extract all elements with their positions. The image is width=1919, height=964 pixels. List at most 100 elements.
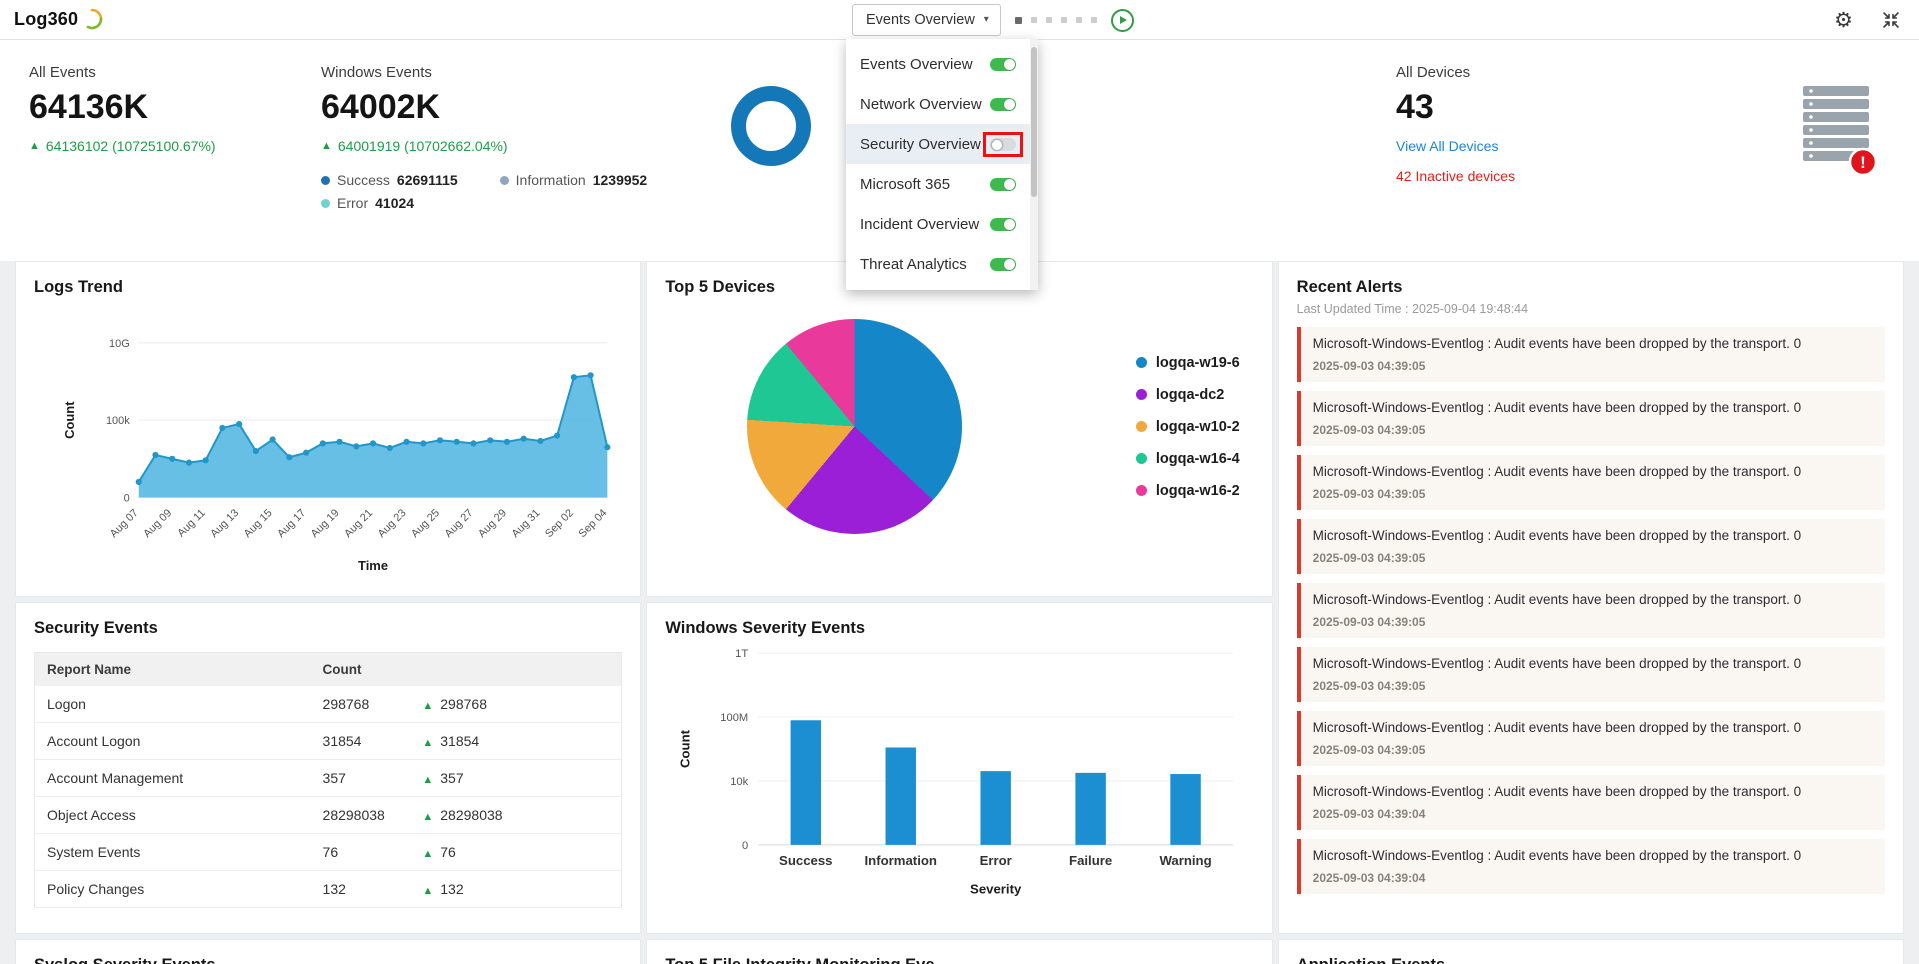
- alert-item[interactable]: Microsoft-Windows-Eventlog : Audit event…: [1296, 711, 1885, 766]
- last-updated-text: Last Updated Time : 2025-09-04 19:48:44: [1296, 302, 1529, 316]
- all-events-delta: ▲ 64136102 (10725100.67%): [29, 138, 216, 155]
- alert-message: Microsoft-Windows-Eventlog : Audit event…: [1312, 464, 1802, 479]
- alert-message: Microsoft-Windows-Eventlog : Audit event…: [1312, 720, 1802, 735]
- toggle-security-overview[interactable]: [990, 137, 1016, 151]
- pie-legend-item-logqa-w19-6: logqa-w19-6: [1135, 355, 1240, 371]
- alert-item[interactable]: Microsoft-Windows-Eventlog : Audit event…: [1296, 839, 1885, 894]
- top5-devices-card: Top 5 Devices logqa-w19-6 logqa-dc2 logqa-…: [646, 261, 1273, 597]
- legend-item-success: Success 62691115: [321, 172, 458, 188]
- dashboard-selector-button[interactable]: Events Overview ▾: [852, 4, 1001, 36]
- security-events-tbody: Logon 298768 ▲ 298768 Account Logon 31854 ▲ 318…: [34, 686, 622, 908]
- view-all-devices-link[interactable]: View All Devices: [1396, 138, 1499, 155]
- column-header-count[interactable]: Count: [310, 652, 411, 686]
- dropdown-scrollbar[interactable]: [1030, 39, 1038, 290]
- table-row-policy-changes[interactable]: Policy Changes 132 ▲ 132: [34, 870, 622, 908]
- alert-item[interactable]: Microsoft-Windows-Eventlog : Audit event…: [1296, 327, 1885, 382]
- play-button[interactable]: [1110, 8, 1134, 32]
- svg-text:Success: Success: [779, 853, 832, 868]
- alert-item[interactable]: Microsoft-Windows-Eventlog : Audit event…: [1296, 583, 1885, 638]
- toggle-threat-analytics[interactable]: [990, 257, 1016, 271]
- top5-devices-pie-chart[interactable]: [747, 319, 963, 534]
- column-header-report-name[interactable]: Report Name: [34, 652, 311, 686]
- up-arrow-icon: ▲: [29, 140, 40, 153]
- legend-dot-icon: [1135, 485, 1147, 496]
- alert-item[interactable]: Microsoft-Windows-Eventlog : Audit event…: [1296, 775, 1885, 830]
- fim-title: Top 5 File Integrity Monitoring Eve: [665, 956, 1253, 964]
- pie-legend-item-logqa-w16-2: logqa-w16-2: [1135, 483, 1240, 499]
- svg-text:Aug 13: Aug 13: [208, 507, 241, 540]
- table-row-account-management[interactable]: Account Management 357 ▲ 357: [34, 759, 622, 797]
- security-events-table: Report Name Count Logon 298768 ▲ 298768 Acco…: [34, 652, 623, 908]
- all-events-value: 64136K: [29, 88, 149, 126]
- legend-dot-icon: [499, 175, 509, 185]
- table-row-object-access[interactable]: Object Access 28298038 ▲ 28298038: [34, 796, 622, 834]
- table-row-logon[interactable]: Logon 298768 ▲ 298768: [34, 686, 622, 723]
- dropdown-item-events-overview[interactable]: Events Overview: [846, 44, 1038, 84]
- pagination-dot[interactable]: [1075, 17, 1082, 23]
- svg-text:Sep 02: Sep 02: [543, 507, 576, 540]
- logs-trend-chart[interactable]: 0 100k 10G Aug 07 Aug 09 Aug 11 Aug 13 Aug 15 Au…: [34, 303, 622, 583]
- dashboard-grid: Logs Trend 0 100k 10G Aug 07 Aug 09 Aug 11 Aug…: [0, 261, 1919, 964]
- pagination-dots[interactable]: [1014, 16, 1097, 24]
- svg-text:Aug 21: Aug 21: [342, 507, 375, 540]
- logo-text: Log360: [14, 8, 79, 29]
- up-arrow-icon: ▲: [321, 140, 332, 153]
- alert-item[interactable]: Microsoft-Windows-Eventlog : Audit event…: [1296, 455, 1885, 510]
- top5-devices-chart-area: logqa-w19-6 logqa-dc2 logqa-w10-2 logqa-w16…: [665, 319, 1253, 534]
- dropdown-item-label: Security Overview: [860, 135, 981, 153]
- all-devices-stat: All Devices 43 View All Devices 42 Inact…: [1396, 64, 1515, 184]
- svg-text:Warning: Warning: [1160, 853, 1212, 868]
- dropdown-item-incident-overview[interactable]: Incident Overview: [846, 204, 1038, 244]
- windows-severity-card: Windows Severity Events 0 10k 100M 1T Succes…: [646, 602, 1273, 934]
- dropdown-item-label: Incident Overview: [860, 215, 980, 233]
- alert-item[interactable]: Microsoft-Windows-Eventlog : Audit event…: [1296, 647, 1885, 702]
- windows-severity-chart[interactable]: 0 10k 100M 1T Success Information Error Failure…: [665, 644, 1253, 921]
- dropdown-scrollbar-thumb[interactable]: [1031, 47, 1037, 197]
- pagination-dot[interactable]: [1045, 17, 1052, 23]
- pagination-dot[interactable]: [1060, 17, 1067, 23]
- svg-text:Aug 07: Aug 07: [108, 507, 141, 540]
- collapse-icon[interactable]: [1881, 10, 1901, 30]
- legend-dot-icon: [321, 175, 330, 185]
- toggle-incident-overview[interactable]: [990, 217, 1016, 231]
- legend-item-error: Error 41024: [321, 195, 414, 211]
- log360-logo: Log360: [14, 7, 104, 31]
- all-events-stat: All Events 64136K ▲ 64136102 (10725100.6…: [29, 64, 216, 154]
- alert-item[interactable]: Microsoft-Windows-Eventlog : Audit event…: [1296, 519, 1885, 574]
- table-row-account-logon[interactable]: Account Logon 31854 ▲ 31854: [34, 722, 622, 760]
- dashboard-dropdown-menu: Events Overview Network Overview Security …: [846, 39, 1038, 290]
- toggle-events-overview[interactable]: [990, 57, 1016, 71]
- legend-item-information: Information 1239952: [499, 172, 647, 188]
- toggle-microsoft-365[interactable]: [990, 177, 1016, 191]
- alert-item[interactable]: Microsoft-Windows-Eventlog : Audit event…: [1296, 391, 1885, 446]
- legend-dot-icon: [1135, 389, 1147, 400]
- svg-text:Count: Count: [678, 729, 693, 768]
- svg-text:Aug 11: Aug 11: [175, 507, 207, 539]
- all-events-title: All Events: [29, 64, 96, 81]
- dropdown-item-network-overview[interactable]: Network Overview: [846, 84, 1038, 124]
- pagination-dot[interactable]: [1014, 16, 1022, 24]
- logs-trend-title: Logs Trend: [34, 278, 123, 296]
- alert-message: Microsoft-Windows-Eventlog : Audit event…: [1312, 400, 1802, 415]
- all-devices-title: All Devices: [1396, 64, 1471, 81]
- svg-text:Sep 04: Sep 04: [576, 507, 609, 540]
- recent-alerts-card: Recent Alerts Last Updated Time : 2025-0…: [1277, 261, 1904, 934]
- windows-events-donut-chart[interactable]: [731, 86, 811, 166]
- dropdown-item-threat-analytics[interactable]: Threat Analytics: [846, 244, 1038, 284]
- svg-text:Aug 23: Aug 23: [376, 507, 409, 540]
- dropdown-item-security-overview[interactable]: Security Overview: [846, 124, 1038, 164]
- svg-text:0: 0: [124, 492, 130, 504]
- up-arrow-icon: ▲: [422, 848, 434, 860]
- dropdown-item-label: Threat Analytics: [860, 255, 967, 273]
- alert-timestamp: 2025-09-03 04:39:04: [1312, 871, 1426, 885]
- table-row-system-events[interactable]: System Events 76 ▲ 76: [34, 833, 622, 871]
- toggle-network-overview[interactable]: [990, 97, 1016, 111]
- windows-severity-title: Windows Severity Events: [665, 619, 866, 637]
- pagination-dot[interactable]: [1030, 17, 1037, 23]
- pagination-dot[interactable]: [1090, 17, 1097, 23]
- gear-icon[interactable]: ⚙: [1834, 8, 1853, 32]
- dropdown-item-microsoft-365[interactable]: Microsoft 365: [846, 164, 1038, 204]
- svg-text:Aug 15: Aug 15: [242, 507, 275, 540]
- svg-text:100M: 100M: [721, 712, 749, 724]
- pie-legend-item-logqa-dc2: logqa-dc2: [1135, 387, 1240, 403]
